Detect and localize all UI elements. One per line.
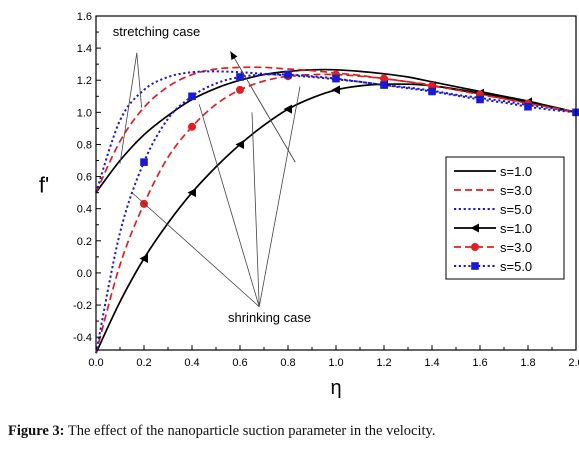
series-6-marker <box>524 102 532 111</box>
legend-label-3: s=5.0 <box>500 202 532 217</box>
x-tick-label: 1.2 <box>376 357 391 369</box>
series-line-1 <box>95 68 577 194</box>
series-6-marker <box>140 158 148 166</box>
x-tick-label: 2.0 <box>568 357 579 369</box>
y-tick-label: 0.6 <box>77 172 92 184</box>
series-6-marker <box>188 92 196 101</box>
direction-arrow-head <box>230 51 238 60</box>
series-6-marker <box>476 95 484 104</box>
x-tick-label: 1.8 <box>520 357 535 369</box>
figure-caption: Figure 3: The effect of the nanoparticle… <box>8 423 573 440</box>
annotation-pointer <box>251 112 260 307</box>
annotation-pointer <box>258 86 301 307</box>
y-tick-label: -0.2 <box>73 300 92 312</box>
y-tick-label: 1.2 <box>77 75 92 87</box>
x-tick-label: 0.0 <box>88 357 103 369</box>
annotation-pointer <box>131 192 260 307</box>
annotation-layer: stretching case shrinking case <box>113 24 311 325</box>
axes-layer: 0.0 0.2 0.4 0.6 0.8 1.0 1.2 1.4 1.6 1.8 2.0 -0.4 -0.… <box>73 11 579 369</box>
x-tick-label: 0.8 <box>280 357 295 369</box>
legend-box <box>445 156 565 280</box>
annotation-pointer <box>119 52 138 164</box>
series-5-marker <box>188 122 196 131</box>
series-4-marker <box>283 104 292 114</box>
legend-label-6: s=5.0 <box>500 259 532 274</box>
series-4-marker <box>235 139 244 149</box>
x-tick-label: 1.4 <box>424 357 439 369</box>
y-tick-label: 1.6 <box>77 11 92 23</box>
series-line-5 <box>95 73 577 354</box>
y-tick-label: -0.4 <box>73 332 92 344</box>
series-4-marker <box>331 85 340 95</box>
series-6-marker <box>380 81 388 89</box>
annotation-pointer <box>136 52 142 108</box>
legend-label-5: s=3.0 <box>500 240 532 255</box>
series-4-marker <box>187 188 196 198</box>
series-4-marker <box>139 253 148 263</box>
stretching-case-label: stretching case <box>113 24 200 39</box>
x-axis-title: η <box>330 377 341 399</box>
legend-marker-5 <box>471 243 479 251</box>
y-tick-label: 0.0 <box>77 268 92 280</box>
series-6-marker <box>332 74 340 83</box>
y-tick-label: 1.4 <box>77 43 92 55</box>
y-axis-title: f' <box>39 173 49 198</box>
shrinking-case-label: shrinking case <box>228 310 311 325</box>
caption-text: The effect of the nanoparticle suction p… <box>67 423 436 439</box>
series-6-marker <box>428 87 436 96</box>
x-tick-label: 1.0 <box>328 357 343 369</box>
y-tick-label: 0.4 <box>77 204 92 216</box>
caption-label: Figure 3: <box>8 423 65 439</box>
legend-marker-6 <box>471 262 479 270</box>
y-tick-label: 1.0 <box>77 107 92 119</box>
series-line-6 <box>95 73 577 354</box>
legend-label-4: s=1.0 <box>500 221 532 236</box>
series-6-marker <box>284 70 292 79</box>
x-tick-label: 0.2 <box>136 357 151 369</box>
legend-label-1: s=1.0 <box>500 164 532 179</box>
markers-layer <box>139 70 579 263</box>
y-tick-label: 0.2 <box>77 236 92 248</box>
y-tick-label: 0.8 <box>77 139 92 151</box>
x-tick-label: 0.6 <box>232 357 247 369</box>
annotation-pointer <box>198 104 260 307</box>
x-tick-label: 1.6 <box>472 357 487 369</box>
legend-label-2: s=3.0 <box>500 183 532 198</box>
legend-marker-4 <box>470 223 479 233</box>
legend: s=1.0 s=3.0 s=5.0 s=1.0 s=3.0 s=5.0 <box>445 156 565 280</box>
series-6-marker <box>236 73 244 81</box>
series-5-marker <box>236 85 244 94</box>
x-tick-label: 0.4 <box>184 357 199 369</box>
series-5-marker <box>380 74 388 83</box>
direction-arrow-shaft <box>230 51 296 163</box>
